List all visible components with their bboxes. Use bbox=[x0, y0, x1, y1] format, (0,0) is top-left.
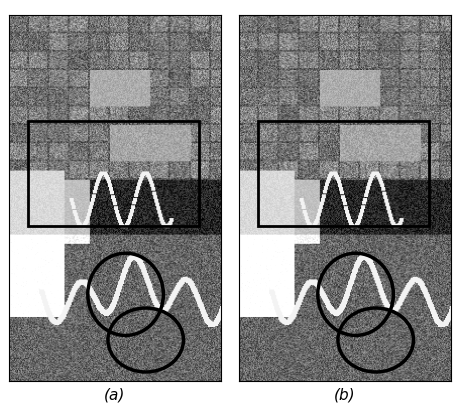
X-axis label: (b): (b) bbox=[333, 386, 355, 401]
Bar bbox=[257, 122, 428, 226]
X-axis label: (a): (a) bbox=[104, 386, 125, 401]
Bar bbox=[28, 122, 199, 226]
